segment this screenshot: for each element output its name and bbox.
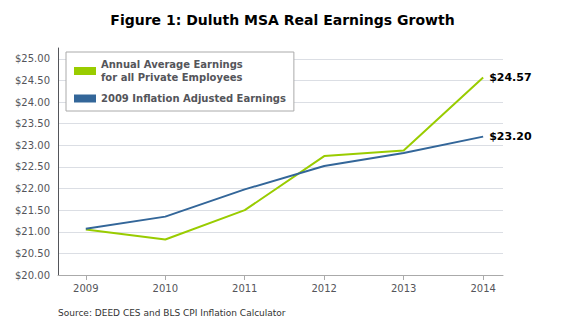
svg-text:2013: 2013 xyxy=(391,283,416,294)
svg-text:$20.00: $20.00 xyxy=(15,270,50,281)
svg-text:$23.20: $23.20 xyxy=(489,130,532,143)
svg-text:$24.57: $24.57 xyxy=(489,71,531,84)
svg-text:$22.00: $22.00 xyxy=(15,183,50,194)
svg-text:$24.50: $24.50 xyxy=(15,75,50,86)
svg-text:$21.50: $21.50 xyxy=(15,205,50,216)
svg-text:2012: 2012 xyxy=(311,283,336,294)
svg-text:$23.00: $23.00 xyxy=(15,140,50,151)
svg-text:Figure 1: Duluth MSA Real Earn: Figure 1: Duluth MSA Real Earnings Growt… xyxy=(110,12,454,28)
svg-text:Annual Average Earnings: Annual Average Earnings xyxy=(101,59,243,70)
svg-text:2010: 2010 xyxy=(153,283,178,294)
svg-text:2009 Inflation Adjusted Earnin: 2009 Inflation Adjusted Earnings xyxy=(101,93,286,104)
svg-text:Source: DEED CES and BLS CPI I: Source: DEED CES and BLS CPI Inflation C… xyxy=(58,308,286,318)
svg-text:$24.00: $24.00 xyxy=(15,97,50,108)
svg-text:2009: 2009 xyxy=(73,283,98,294)
svg-text:$21.00: $21.00 xyxy=(15,226,50,237)
svg-text:for all Private Employees: for all Private Employees xyxy=(101,72,243,83)
svg-text:$20.50: $20.50 xyxy=(15,248,50,259)
svg-text:$25.00: $25.00 xyxy=(15,53,50,64)
svg-text:2011: 2011 xyxy=(232,283,257,294)
svg-text:$23.50: $23.50 xyxy=(15,118,50,129)
svg-text:$22.50: $22.50 xyxy=(15,161,50,172)
svg-text:2014: 2014 xyxy=(470,283,495,294)
